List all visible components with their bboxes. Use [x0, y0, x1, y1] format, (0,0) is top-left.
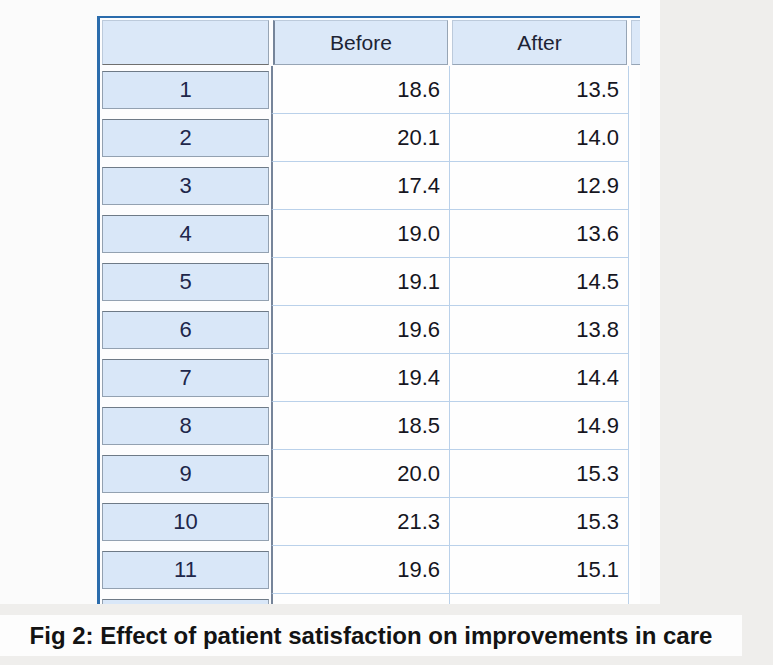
cell-extra[interactable] [629, 594, 640, 604]
cell-before[interactable]: 19.1 [271, 258, 450, 306]
cell-before[interactable]: 20.0 [271, 450, 450, 498]
row-header[interactable]: 9 [100, 450, 271, 498]
cell-extra[interactable] [629, 498, 640, 546]
cell-before[interactable]: 19.6 [271, 306, 450, 354]
corner-header-cell[interactable] [102, 20, 269, 65]
cell-before[interactable]: 18.6 [271, 66, 450, 114]
column-header-partial[interactable] [631, 20, 640, 65]
cell-before[interactable]: 19.0 [271, 210, 450, 258]
row-header[interactable]: 11 [100, 546, 271, 594]
cell-extra[interactable] [629, 258, 640, 306]
cell-after[interactable]: 14.0 [450, 114, 629, 162]
cell-after[interactable]: 13.6 [450, 210, 629, 258]
row-header[interactable]: 4 [100, 210, 271, 258]
cell-after[interactable]: 13.8 [450, 306, 629, 354]
column-header-after[interactable]: After [452, 20, 627, 65]
cell-before[interactable]: 20.1 [271, 114, 450, 162]
row-header[interactable]: 5 [100, 258, 271, 306]
content-panel: Before After 1 18.6 13.5 2 20.1 14.0 3 1… [0, 0, 660, 604]
cell-before[interactable] [271, 594, 450, 604]
cell-before[interactable]: 21.3 [271, 498, 450, 546]
data-grid: Before After 1 18.6 13.5 2 20.1 14.0 3 1… [100, 18, 640, 604]
figure-caption-strip: Fig 2: Effect of patient satisfaction on… [0, 615, 742, 656]
cell-after[interactable]: 14.9 [450, 402, 629, 450]
cell-after[interactable]: 15.3 [450, 498, 629, 546]
row-header[interactable]: 2 [100, 114, 271, 162]
row-header[interactable]: 1 [100, 66, 271, 114]
cell-before[interactable]: 19.4 [271, 354, 450, 402]
row-header[interactable]: 10 [100, 498, 271, 546]
cell-extra[interactable] [629, 66, 640, 114]
cell-extra[interactable] [629, 306, 640, 354]
row-header[interactable]: 12 [100, 594, 271, 604]
column-header-before[interactable]: Before [273, 20, 448, 65]
cell-extra[interactable] [629, 210, 640, 258]
row-header[interactable]: 7 [100, 354, 271, 402]
cell-extra[interactable] [629, 114, 640, 162]
cell-after[interactable]: 14.5 [450, 258, 629, 306]
cell-before[interactable]: 18.5 [271, 402, 450, 450]
cell-after[interactable]: 12.9 [450, 162, 629, 210]
cell-extra[interactable] [629, 450, 640, 498]
cell-extra[interactable] [629, 354, 640, 402]
row-header[interactable]: 8 [100, 402, 271, 450]
cell-extra[interactable] [629, 162, 640, 210]
cell-before[interactable]: 19.6 [271, 546, 450, 594]
cell-after[interactable]: 15.1 [450, 546, 629, 594]
cell-after[interactable]: 13.5 [450, 66, 629, 114]
cell-before[interactable]: 17.4 [271, 162, 450, 210]
cell-after[interactable]: 14.4 [450, 354, 629, 402]
cell-after[interactable]: 15.3 [450, 450, 629, 498]
cell-after[interactable] [450, 594, 629, 604]
cell-extra[interactable] [629, 546, 640, 594]
row-header[interactable]: 3 [100, 162, 271, 210]
row-header[interactable]: 6 [100, 306, 271, 354]
figure-caption: Fig 2: Effect of patient satisfaction on… [30, 622, 713, 650]
cell-extra[interactable] [629, 402, 640, 450]
spss-data-table: Before After 1 18.6 13.5 2 20.1 14.0 3 1… [97, 16, 640, 604]
